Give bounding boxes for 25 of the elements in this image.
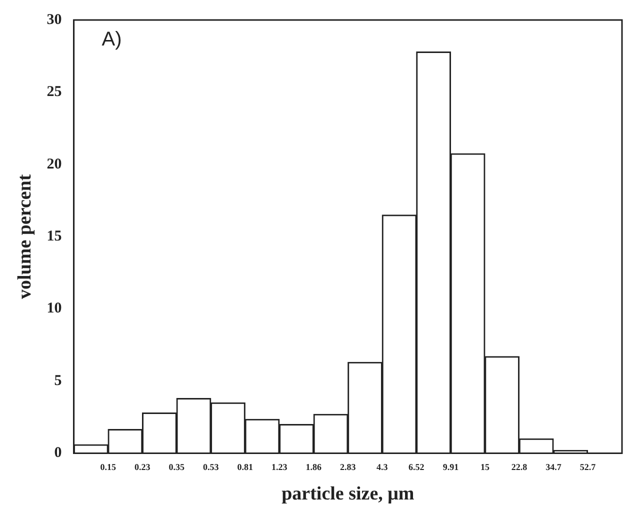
x-tick-label: 52.7 <box>580 462 596 472</box>
x-tick-label: 4.3 <box>376 462 388 472</box>
y-tick-label: 15 <box>46 228 62 244</box>
x-tick-label: 6.52 <box>408 462 425 472</box>
x-tick-label: 2.83 <box>340 462 356 472</box>
x-tick-label: 1.23 <box>272 462 288 472</box>
annotation: A) <box>102 28 122 51</box>
y-tick-label: 20 <box>46 156 62 172</box>
y-tick-label: 0 <box>54 445 62 462</box>
x-tick-label: 34.7 <box>546 462 562 472</box>
x-tick-label: 22.8 <box>511 462 528 472</box>
x-axis-title: particle size, μm <box>282 484 414 505</box>
x-tick-label: 0.23 <box>134 462 151 472</box>
x-tick-label: 0.81 <box>237 462 254 472</box>
y-tick-label: 10 <box>46 300 62 317</box>
y-tick-label: 25 <box>46 84 62 100</box>
y-axis-title: volume percent <box>14 174 36 299</box>
y-tick-label: 5 <box>54 372 62 389</box>
x-tick-label: 0.15 <box>100 462 116 472</box>
x-tick-label: 9.91 <box>442 462 460 472</box>
x-tick-label: 0.53 <box>202 462 220 472</box>
y-tick-label: 30 <box>46 12 62 28</box>
x-tick-label: 0.35 <box>168 462 185 472</box>
x-tick-label: 1.86 <box>306 462 322 472</box>
x-tick-label: 15 <box>480 462 490 472</box>
